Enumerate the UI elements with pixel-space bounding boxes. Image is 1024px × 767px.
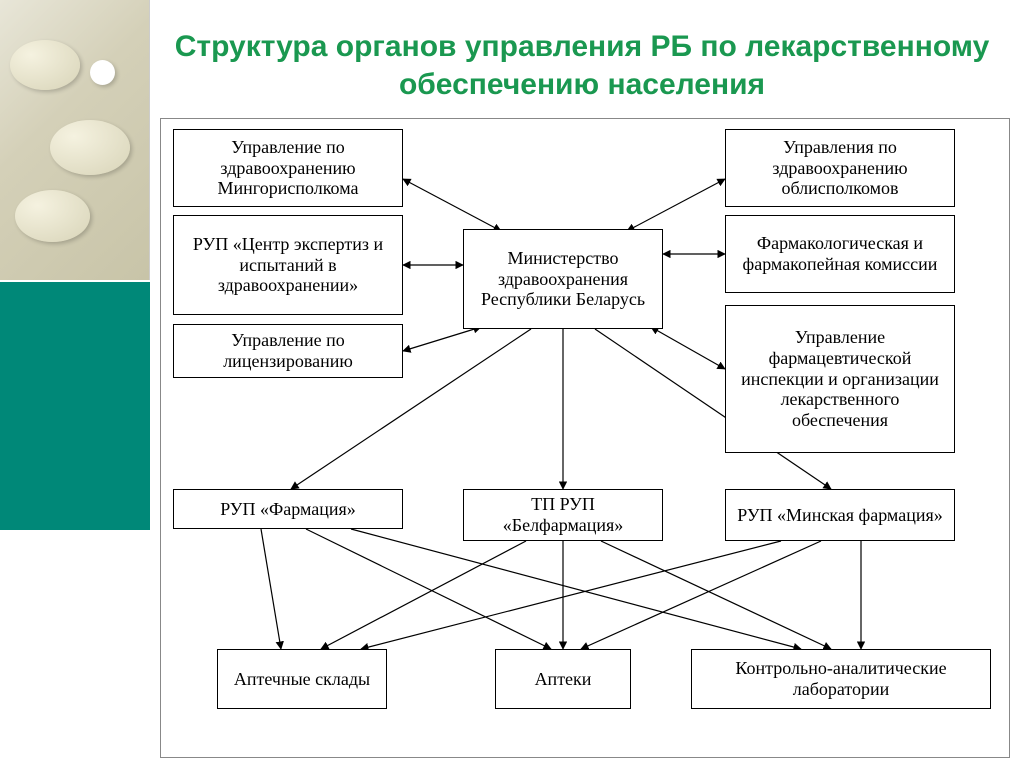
node-n12: Аптеки [495, 649, 631, 709]
sidebar-teal-block [0, 280, 150, 530]
page-title: Структура органов управления РБ по лекар… [160, 28, 1004, 103]
node-n13: Контрольно-аналитические лаборатории [691, 649, 991, 709]
node-n7: Управление фармацевтической инспекции и … [725, 305, 955, 453]
node-n2: Управления по здравоохранению облисполко… [725, 129, 955, 207]
node-n8: РУП «Фармация» [173, 489, 403, 529]
sidebar-photo [0, 0, 150, 280]
org-diagram: Управление по здравоохранению Мингориспо… [160, 118, 1010, 758]
node-n9: ТП РУП «Белфармация» [463, 489, 663, 541]
node-n4: Министерство здравоохранения Республики … [463, 229, 663, 329]
node-n11: Аптечные склады [217, 649, 387, 709]
node-n6: Управление по лицензированию [173, 324, 403, 378]
node-n10: РУП «Минская фармация» [725, 489, 955, 541]
node-n5: Фармакологическая и фармакопейная комисс… [725, 215, 955, 293]
node-n3: РУП «Центр экспертиз и испытаний в здрав… [173, 215, 403, 315]
node-n1: Управление по здравоохранению Мингориспо… [173, 129, 403, 207]
